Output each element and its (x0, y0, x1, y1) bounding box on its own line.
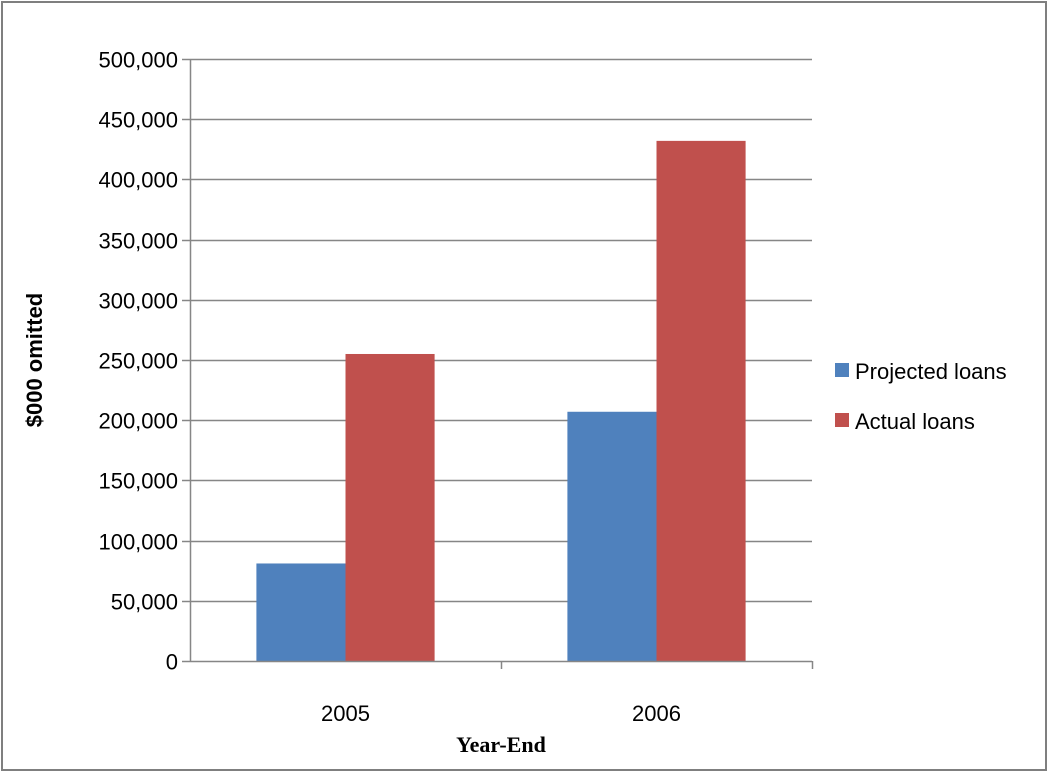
x-axis-title: Year-End (456, 732, 546, 757)
y-tick-label: 200,000 (98, 409, 178, 434)
y-tick-label: 150,000 (98, 469, 178, 494)
legend-label: Projected loans (855, 359, 1007, 384)
bar-projected-loans-2006 (567, 411, 657, 661)
y-tick-label: 0 (166, 650, 178, 675)
bar-projected-loans-2005 (256, 563, 346, 661)
x-tick-label: 2006 (632, 701, 681, 726)
bars (256, 140, 746, 661)
bar-actual-loans-2005 (345, 353, 435, 661)
legend-label: Actual loans (855, 409, 975, 434)
bar-actual-loans-2006 (656, 140, 746, 661)
y-axis-title: $000 omitted (22, 293, 47, 428)
y-tick-label: 500,000 (98, 48, 178, 73)
legend-swatch (835, 363, 849, 377)
legend-swatch (835, 413, 849, 427)
y-tick-label: 50,000 (111, 590, 178, 615)
y-tick-label: 250,000 (98, 349, 178, 374)
y-tick-labels: 0 50,000 100,000 150,000 200,000 250,000 300,0… (98, 48, 178, 675)
x-tick-labels: 2005 2006 (321, 701, 681, 726)
y-tick-label: 450,000 (98, 108, 178, 133)
y-tick-label: 100,000 (98, 530, 178, 555)
x-tick-label: 2005 (321, 701, 370, 726)
legend: Projected loans Actual loans (835, 359, 1007, 434)
axes (182, 58, 814, 669)
y-tick-label: 350,000 (98, 229, 178, 254)
y-tick-label: 400,000 (98, 168, 178, 193)
y-tick-label: 300,000 (98, 289, 178, 314)
